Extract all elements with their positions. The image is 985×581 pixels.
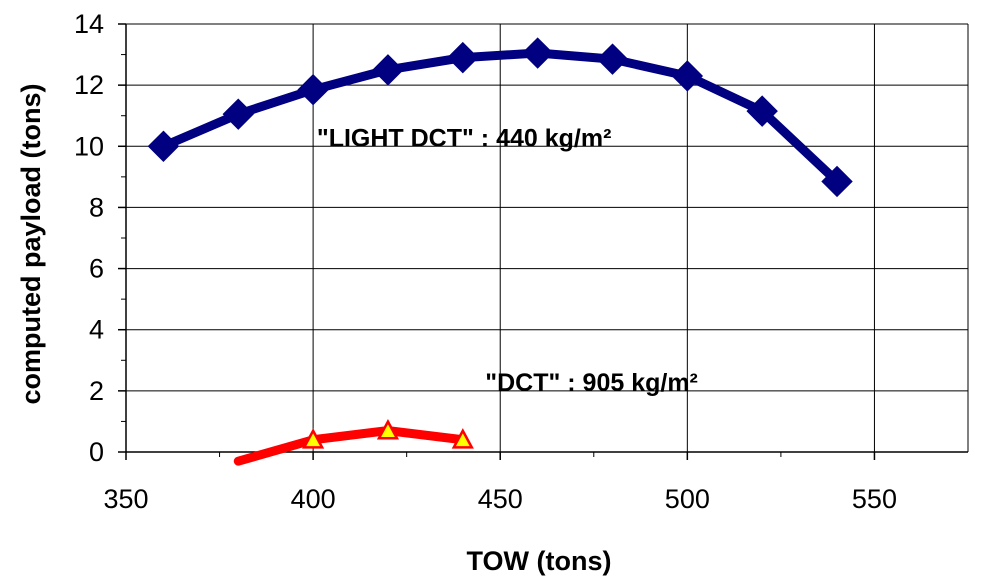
series-0-point [222, 98, 254, 130]
series-1-point [302, 428, 325, 449]
annotation-label-0: "LIGHT DCT" : 440 kg/m² [317, 124, 612, 152]
x-axis-title: TOW (tons) [467, 546, 612, 576]
y-tick-label: 14 [74, 9, 104, 39]
x-tick-label: 550 [852, 484, 897, 514]
y-axis-title: computed payload (tons) [16, 83, 46, 404]
y-tick-label: 0 [89, 437, 104, 467]
series-0-point [447, 41, 479, 74]
series-0-point [746, 95, 778, 127]
gridlines [126, 23, 969, 452]
y-tick-label: 4 [89, 315, 104, 345]
series-0-point [521, 37, 554, 69]
series-1-line [233, 426, 468, 466]
series-0-line [158, 48, 842, 186]
y-tick-label: 2 [89, 376, 104, 406]
series-layer [147, 37, 853, 466]
x-tick-label: 450 [478, 484, 523, 514]
y-tick-label: 12 [74, 70, 104, 100]
series-1-point [376, 418, 400, 440]
series-0-point [671, 60, 704, 92]
y-tick-label: 10 [74, 131, 104, 161]
series-1-point [451, 428, 474, 449]
y-tick-label: 8 [89, 192, 104, 222]
annotation-label-1: "DCT" : 905 kg/m² [485, 369, 698, 397]
x-tick-label: 500 [665, 484, 710, 514]
series-0-point [297, 74, 329, 106]
series-0-point [596, 43, 629, 75]
annotation-layer: "LIGHT DCT" : 440 kg/m² "DCT" : 905 kg/m² [317, 124, 698, 397]
series-0-point [821, 165, 853, 198]
series-0-point [372, 54, 404, 86]
series-0-point [147, 130, 180, 162]
x-tick-label: 400 [291, 484, 336, 514]
axes: 0 2 4 6 8 10 12 14 350 400 450 500 550 [74, 9, 968, 514]
x-tick-label: 350 [103, 484, 148, 514]
y-tick-label: 6 [89, 254, 104, 284]
